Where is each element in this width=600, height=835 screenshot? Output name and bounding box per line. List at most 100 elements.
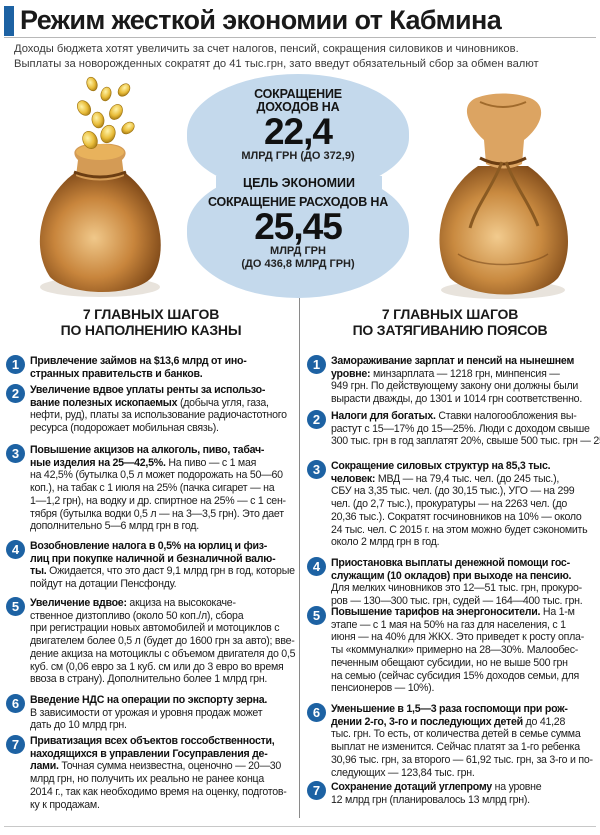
step-line-text: 20,36 тыс.). Сократят госчиновников на 1… [331,510,582,523]
step-line: следующих — 123,84 тыс. грн. [331,767,597,780]
step-line-bold: странных правительств и банков. [30,367,203,380]
step-line: выплат не изменится. Сейчас платят за 1-… [331,741,597,754]
step-line-text: Точная сумма неизвестна, оценочно — 20—3… [58,760,282,773]
step-line: дение акциза на мотоциклы с объемом двиг… [30,648,296,661]
step-line: дополнительно 5—6 млрд грн в год. [30,520,296,533]
step-line: около 2 млрд грн в год. [331,536,597,549]
step-line-text: ввоза в страну). Дополнительно более 1 м… [30,673,268,686]
step-line: Увеличение вдвое: акциза на высококаче- [30,597,296,610]
expense-unit-line: МЛРД ГРН [270,245,326,257]
step-line-bold: уровне: [331,367,371,380]
step-text: Сокращение силовых структур на 85,3 тыс.… [331,460,597,549]
expense-value: 25,45 [254,206,343,247]
tied-money-bag-icon [439,93,568,299]
step-text: Приостановка выплаты денежной помощи гос… [331,557,597,608]
step-line-bold: Возобновление налога в 0,5% на юрлиц и ф… [30,540,268,552]
step-line-text: на семью (сейчас субсидия 15% доходов се… [331,669,579,682]
step-line-text: чел. (до 2,7 тыс.), прокуратуры — на 226… [331,498,568,511]
step-line: коп.), на табак с 1 июля на 25% (пачка с… [30,482,296,495]
step-line: Привлечение займов на $13,6 млрд от ино- [30,355,296,368]
step-line-text: тября (бутылка водки 0,5 л — на 3—3,5 гр… [30,507,284,520]
step-line-bold: лами. [30,760,59,773]
step-line-bold: Увеличение вдвое уплаты ренты за использ… [30,384,266,396]
step-line: 30,96 тыс. грн, за второго — 61,92 тыс. … [331,754,597,767]
right-heading-line: ПО ЗАТЯГИВАНИЮ ПОЯСОВ [352,322,548,338]
step-line-text: вырасти дважды, до 1301 и 1014 грн соотв… [331,393,583,406]
step-line-bold: Приостановка выплаты денежной помощи гос… [331,557,570,569]
step-line-bold: Замораживание зарплат и пенсий на нынешн… [331,355,575,367]
step-text: Приватизация всех объектов госсобственно… [30,735,296,811]
step-line-text: Для мелких чиновников это 12—51 тыс. грн… [331,582,582,595]
step-line-bold: Увеличение вдвое: [30,597,127,609]
step-number-badge: 7 [6,735,25,754]
step-line: Повышение акцизов на алкоголь, пиво, таб… [30,444,296,457]
step-text: Повышение акцизов на алкоголь, пиво, таб… [30,444,296,533]
step-line: лами. Точная сумма неизвестна, оценочно … [30,760,296,773]
step-line-text: 2014 г., так как необходимо время на оце… [30,785,287,798]
step-line-text: этапе — с 1 мая на 50% на газ для населе… [331,618,566,631]
step-line: этапе — с 1 мая на 50% на газ для населе… [331,619,597,632]
step-item: 4 Возобновление налога в 0,5% на юрлиц и … [6,540,296,591]
step-line: ров — 130—300 тыс. грн, судей — 164—400 … [331,595,597,608]
step-text: Увеличение вдвое уплаты ренты за использ… [30,384,296,435]
step-line: вание полезных ископаемых (добыча угля, … [30,397,296,410]
step-line: находящихся в управлении Госуправления д… [30,748,296,761]
step-line-text: растут с 15—17% до 15—25%. Люди с доходо… [331,422,590,435]
lead-line: Выплаты за новорожденных сократят до 41 … [14,58,539,70]
step-line: тября (бутылка водки 0,5 л — на 3—3,5 гр… [30,508,296,521]
step-line: Сохранение дотаций углепрому на уровне [331,781,597,794]
step-line: СБУ на 3,35 тыс. чел. (до 30,15 тыс.), У… [331,485,597,498]
step-line: вырасти дважды, до 1301 и 1014 грн соотв… [331,393,597,406]
step-line-text: ты «коммуналки» примерно на 28—30%. Мало… [331,644,579,657]
step-number-badge: 7 [307,781,326,800]
step-line: Сокращение силовых структур на 85,3 тыс. [331,460,597,473]
step-line: пенсионеров — 10%). [331,682,597,695]
step-line: Приостановка выплаты денежной помощи гос… [331,557,597,570]
goal-label: ЦЕЛЬ ЭКОНОМИИ [216,176,382,193]
step-line: на семью (сейчас субсидия 15% доходов се… [331,670,597,683]
step-line-text: акциза на высококаче- [126,597,236,609]
step-line: 20,36 тыс.). Сократят госчиновников на 1… [331,511,597,524]
step-item: 6 Введение НДС на операции по экспорту зе… [6,694,296,732]
step-line: 24 тыс. чел. С 2015 г. на этом можно буд… [331,524,597,537]
step-line-text: печенным обещают субсидии, но не выше 50… [331,656,568,669]
step-line: ты. Ожидается, что это даст 9,1 млрд грн… [30,565,296,578]
step-line: чел. (до 2,7 тыс.), прокуратуры — на 226… [331,498,597,511]
step-item: 2 Налоги для богатых. Ставки налогообложе… [307,410,600,448]
step-line: Налоги для богатых. Ставки налогообложен… [331,410,597,423]
step-line-text: ственное дизтопливо (около 50 коп./л), с… [30,609,244,622]
step-line-bold: служащим (10 окладов) при выходе на пенс… [331,569,572,582]
step-text: Сохранение дотаций углепрому на уровне 12… [331,781,597,806]
step-line: на 42,5% (бутылка 0,5 л может подорожать… [30,469,296,482]
left-column-heading: 7 ГЛАВНЫХ ШАГОВ ПО НАПОЛНЕНИЮ КАЗНЫ [8,306,294,338]
step-number-badge: 3 [307,460,326,479]
step-line: млрд грн, но получить их реально не ране… [30,773,296,786]
step-number-badge: 1 [6,355,25,374]
step-line-bold: человек: [331,472,376,485]
step-line-text: (добыча угля, газа, [177,396,269,409]
step-line-text: пенсионеров — 10%). [331,682,435,695]
income-caption-line: СОКРАЩЕНИЕ [254,87,342,101]
title-accent-bar [4,5,14,36]
step-number-badge: 5 [307,606,326,625]
step-item: 1 Замораживание зарплат и пенсий на нынеш… [307,355,597,406]
step-line-bold: Введение НДС на операции по экспорту зер… [30,694,268,706]
step-number-badge: 4 [307,557,326,576]
step-line-bold: Приватизация всех объектов госсобственно… [30,735,275,747]
step-line: 949 грн. По действующему закону они долж… [331,380,597,393]
step-line: дать до 10 млрд грн. [30,719,296,732]
step-text: Замораживание зарплат и пенсий на нынешн… [331,355,597,406]
step-item: 7 Приватизация всех объектов госсобственн… [6,735,296,811]
step-line-bold: Повышение акцизов на алкоголь, пиво, таб… [30,444,265,456]
step-line: ресурса (подорожает мобильная связь). [30,422,296,435]
step-line: человек: МВД — на 79,4 тыс. чел. (до 245… [331,473,597,486]
money-bag-coins-icon [39,76,161,297]
step-line: Введение НДС на операции по экспорту зер… [30,694,296,707]
step-line: печенным обещают субсидии, но не выше 50… [331,657,597,670]
step-line-text: июня — на 40% для ЖКХ. Это приведет к ро… [331,631,584,644]
step-line: дении 2-го, 3-го и последующих детей до … [331,716,597,729]
step-item: 5 Повышение тарифов на энергоносители. На… [307,606,597,695]
left-heading-line: ПО НАПОЛНЕНИЮ КАЗНЫ [60,322,242,338]
step-line-text: ку к продажам. [30,798,100,811]
step-line: ку к продажам. [30,799,296,812]
